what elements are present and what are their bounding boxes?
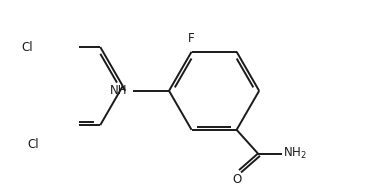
Text: O: O bbox=[232, 173, 241, 185]
Text: NH: NH bbox=[110, 84, 127, 97]
Text: NH$_2$: NH$_2$ bbox=[283, 146, 307, 161]
Text: F: F bbox=[188, 32, 195, 45]
Text: Cl: Cl bbox=[27, 138, 39, 151]
Text: Cl: Cl bbox=[21, 41, 33, 53]
